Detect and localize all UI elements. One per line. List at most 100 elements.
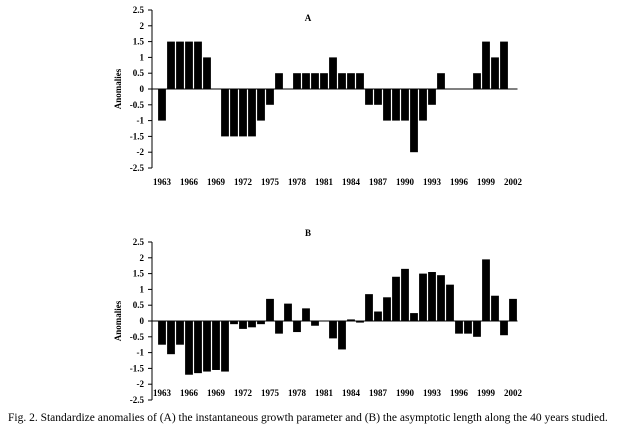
y-tick-label: -1 xyxy=(137,116,145,126)
bar-1998 xyxy=(473,321,481,337)
bar-1994 xyxy=(437,275,445,321)
x-tick-label: 1963 xyxy=(153,177,172,187)
y-tick-label: 0 xyxy=(140,84,145,94)
bar-1970 xyxy=(221,89,229,137)
bar-1982 xyxy=(329,321,337,339)
x-tick-label: 1975 xyxy=(261,177,280,187)
bar-1987 xyxy=(374,311,382,321)
y-tick-label: -2.5 xyxy=(130,163,145,173)
bar-2001 xyxy=(500,41,508,89)
bar-1990 xyxy=(401,89,409,121)
bar-1990 xyxy=(401,268,409,321)
y-tick-label: -2.5 xyxy=(130,395,145,405)
x-tick-label: 1984 xyxy=(342,388,361,398)
x-tick-label: 1993 xyxy=(423,177,442,187)
bar-1975 xyxy=(266,89,274,105)
bar-1981 xyxy=(320,73,328,89)
bar-1976 xyxy=(275,321,283,334)
x-tick-label: 1981 xyxy=(315,388,334,398)
x-tick-label: 1987 xyxy=(369,388,388,398)
y-tick-label: -2 xyxy=(137,379,145,389)
bar-1968 xyxy=(203,321,211,372)
x-tick-label: 1990 xyxy=(396,388,415,398)
y-tick-label: 0.5 xyxy=(133,300,145,310)
x-tick-label: 1963 xyxy=(153,388,172,398)
x-tick-label: 2002 xyxy=(504,177,523,187)
bar-1968 xyxy=(203,57,211,89)
bar-1989 xyxy=(392,276,400,321)
chart-title: B xyxy=(305,228,311,238)
bar-1991 xyxy=(410,313,418,321)
bar-1972 xyxy=(239,321,247,329)
bar-1971 xyxy=(230,89,238,137)
bar-1985 xyxy=(356,321,364,323)
bar-1991 xyxy=(410,89,418,153)
y-tick-label: 2 xyxy=(140,21,145,31)
bar-1966 xyxy=(185,41,193,89)
bar-1988 xyxy=(383,297,391,321)
y-axis-label: Anomalies xyxy=(113,68,123,109)
y-tick-label: -1.5 xyxy=(130,131,145,141)
bar-1965 xyxy=(176,41,184,89)
bar-1995 xyxy=(446,284,454,321)
bar-1973 xyxy=(248,89,256,137)
bar-1985 xyxy=(356,73,364,89)
x-tick-label: 1972 xyxy=(234,388,253,398)
panel-a: A 2.5 2 1.5 1 0.5 0 -0.5 -1 -1.5 -2 -2.5 Anomalies 19… xyxy=(113,5,523,187)
bar-1979 xyxy=(302,308,310,321)
x-tick-label: 1987 xyxy=(369,177,388,187)
bar-1976 xyxy=(275,73,283,89)
x-tick-label: 1969 xyxy=(207,388,226,398)
bar-2000 xyxy=(491,295,499,321)
bar-1963 xyxy=(158,321,166,345)
x-tick-label: 1981 xyxy=(315,177,334,187)
bar-1978 xyxy=(293,73,301,89)
y-tick-label: -1 xyxy=(137,348,145,358)
bar-1977 xyxy=(284,303,292,321)
bar-1999 xyxy=(482,41,490,89)
figure-caption: Fig. 2. Standardize anomalies of (A) the… xyxy=(8,412,608,424)
x-tick-label: 1996 xyxy=(450,388,469,398)
bar-1970 xyxy=(221,321,229,372)
bar-1982 xyxy=(329,57,337,89)
bar-1983 xyxy=(338,321,346,350)
bar-1989 xyxy=(392,89,400,121)
x-tick-label: 1993 xyxy=(423,388,442,398)
x-tick-label: 2002 xyxy=(504,388,523,398)
y-tick-label: 1.5 xyxy=(133,37,145,47)
bar-1963 xyxy=(158,89,166,121)
x-tick-label: 1978 xyxy=(288,177,307,187)
bar-1993 xyxy=(428,272,436,321)
bar-1980 xyxy=(311,321,319,326)
bar-1973 xyxy=(248,321,256,328)
bar-1974 xyxy=(257,321,265,325)
bar-1984 xyxy=(347,73,355,89)
bar-1987 xyxy=(374,89,382,105)
bar-1972 xyxy=(239,89,247,137)
y-tick-label: -1.5 xyxy=(130,363,145,373)
y-tick-label: 1.5 xyxy=(133,269,145,279)
bar-1967 xyxy=(194,321,202,374)
bar-1998 xyxy=(473,73,481,89)
x-tick-label: 1984 xyxy=(342,177,361,187)
bar-2002 xyxy=(509,298,517,321)
bar-1969 xyxy=(212,321,220,370)
x-tick-label: 1972 xyxy=(234,177,253,187)
x-tick-label: 1978 xyxy=(288,388,307,398)
y-axis-label: Anomalies xyxy=(113,300,123,341)
chart-title: A xyxy=(305,13,312,23)
bar-1993 xyxy=(428,89,436,105)
bar-1996 xyxy=(455,321,463,334)
x-tick-label: 1966 xyxy=(180,388,199,398)
bar-1983 xyxy=(338,73,346,89)
x-tick-label: 1966 xyxy=(180,177,199,187)
y-tick-label: -2 xyxy=(137,147,145,157)
bar-1992 xyxy=(419,89,427,121)
bar-1975 xyxy=(266,298,274,321)
bar-1966 xyxy=(185,321,193,375)
bar-1964 xyxy=(167,41,175,89)
y-tick-label: 1 xyxy=(140,52,145,62)
y-tick-label: -0.5 xyxy=(130,100,145,110)
x-tick-label: 1975 xyxy=(261,388,280,398)
